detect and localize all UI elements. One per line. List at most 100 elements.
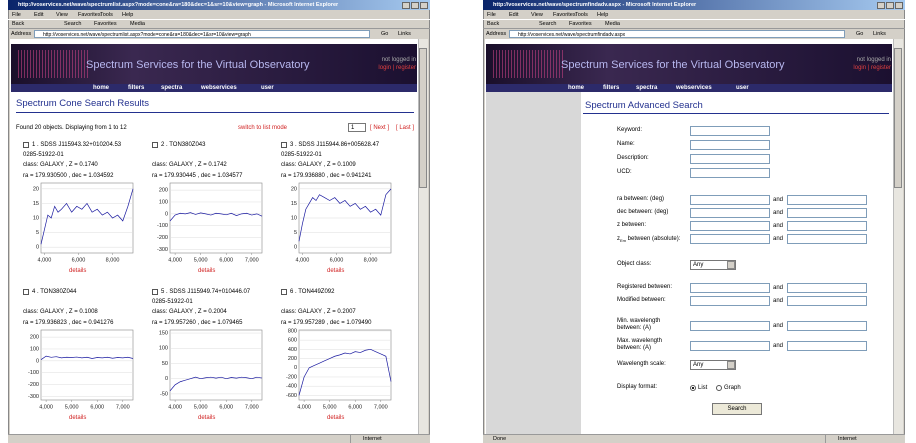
x-tick-label: 4,000 [297,404,311,410]
details-link[interactable]: details [327,267,357,275]
nav-link[interactable]: user [261,84,311,92]
text-input[interactable] [787,221,867,231]
y-tick-label: 100 [159,199,168,205]
window-button[interactable] [877,2,885,9]
field-label: Modified between: [617,297,681,313]
text-input[interactable] [787,195,867,205]
toolbar-button[interactable]: Back [12,20,52,28]
radio[interactable] [690,385,696,391]
y-tick-label: 15 [291,201,297,207]
links[interactable]: Links [873,30,901,38]
address-field[interactable]: http://voservices.net/wave/spectrumfinda… [509,30,845,38]
text-input[interactable] [690,296,770,306]
text-input[interactable] [787,234,867,244]
result-class: class: GALAXY , Z = 0.1742 [152,161,272,169]
checkbox[interactable] [152,289,158,295]
next-link[interactable]: [ Next ] [370,124,396,132]
text-input[interactable] [690,341,770,351]
y-tick-label: -200 [28,382,39,388]
y-tick-label: 0 [165,211,168,217]
window-button[interactable] [895,2,903,9]
window-button[interactable] [402,2,410,9]
search-button[interactable]: Search [712,403,762,415]
toolbar-button[interactable]: Favorites [569,20,609,28]
text-input[interactable] [690,154,770,164]
menu-item[interactable]: Tools [100,11,122,19]
select-arrow [727,361,735,369]
scroll-thumb[interactable] [894,48,902,188]
details-link[interactable]: details [69,414,99,422]
y-tick-label: 0 [165,376,168,382]
toolbar-button[interactable]: Favorites [94,20,134,28]
text-input[interactable] [690,195,770,205]
details-link[interactable]: details [69,267,99,275]
text-input[interactable] [787,341,867,351]
result-class: class: GALAXY , Z = 0.1009 [281,161,401,169]
y-tick-label: -100 [157,223,168,229]
text-input[interactable] [690,126,770,136]
toolbar-button[interactable]: Back [487,20,527,28]
window-button[interactable] [420,2,428,9]
switch-link[interactable]: switch to list mode [238,124,318,132]
menu-item[interactable]: File [487,11,509,19]
text-input[interactable] [787,321,867,331]
and-label: and [773,284,787,292]
login-links[interactable]: login | register [360,64,416,72]
menu-item[interactable]: Tools [575,11,597,19]
checkbox[interactable] [281,142,287,148]
details-link[interactable]: details [198,267,228,275]
text-input[interactable] [787,208,867,218]
scroll-thumb[interactable] [419,48,427,188]
text-input[interactable] [690,208,770,218]
menu-item[interactable]: View [531,11,553,19]
details-link[interactable]: details [198,414,228,422]
nav-link[interactable]: user [736,84,786,92]
menu-item[interactable]: Edit [509,11,531,19]
window-button[interactable] [886,2,894,9]
radio[interactable] [716,385,722,391]
go-button[interactable]: Go [850,30,870,38]
toolbar-button[interactable]: Media [130,20,170,28]
nav-link[interactable]: webservices [201,84,251,92]
y-tick-label: -200 [286,374,297,380]
checkbox[interactable] [281,289,287,295]
links[interactable]: Links [398,30,426,38]
go-button[interactable]: Go [375,30,395,38]
menu-item[interactable]: Help [597,11,619,19]
menu-item[interactable]: Edit [34,11,56,19]
text-input[interactable] [690,168,770,178]
details-link[interactable]: details [327,414,357,422]
toolbar-button[interactable]: Media [605,20,645,28]
spectrum-chart: 051015204,0006,0008,000 [19,179,141,267]
heading-rule [583,113,889,114]
last-link[interactable]: [ Last ] [396,124,422,132]
spectrum-chart: -600-400-20002004006008004,0005,0006,000… [277,326,399,414]
nav-link[interactable]: webservices [676,84,726,92]
text-input[interactable] [690,283,770,293]
text-input[interactable] [690,234,770,244]
text-input[interactable] [690,140,770,150]
menu-item[interactable]: Help [122,11,144,19]
y-tick-label: 5 [294,230,297,236]
menu-item[interactable]: View [56,11,78,19]
login-links[interactable]: login | register [835,64,891,72]
window-title: http://voservices.net/wave/spectrumlist.… [18,1,390,9]
text-input[interactable] [787,296,867,306]
menu-item[interactable]: Favorites [78,11,100,19]
checkbox[interactable] [23,142,29,148]
y-tick-label: 15 [33,201,39,207]
checkbox[interactable] [152,142,158,148]
text-input[interactable] [690,321,770,331]
label-text: between (absolute): [626,236,680,242]
result-class: class: GALAXY , Z = 0.1008 [23,308,143,316]
y-tick-label: -400 [286,384,297,390]
address-field[interactable]: http://voservices.net/wave/spectrumlist.… [34,30,370,38]
menu-item[interactable]: Favorites [553,11,575,19]
text-input[interactable] [690,221,770,231]
result-name: 4 . TON380Z044 [32,288,150,296]
window-button[interactable] [411,2,419,9]
text-input[interactable] [787,283,867,293]
page-select[interactable]: 1 [348,123,366,132]
menu-item[interactable]: File [12,11,34,19]
checkbox[interactable] [23,289,29,295]
